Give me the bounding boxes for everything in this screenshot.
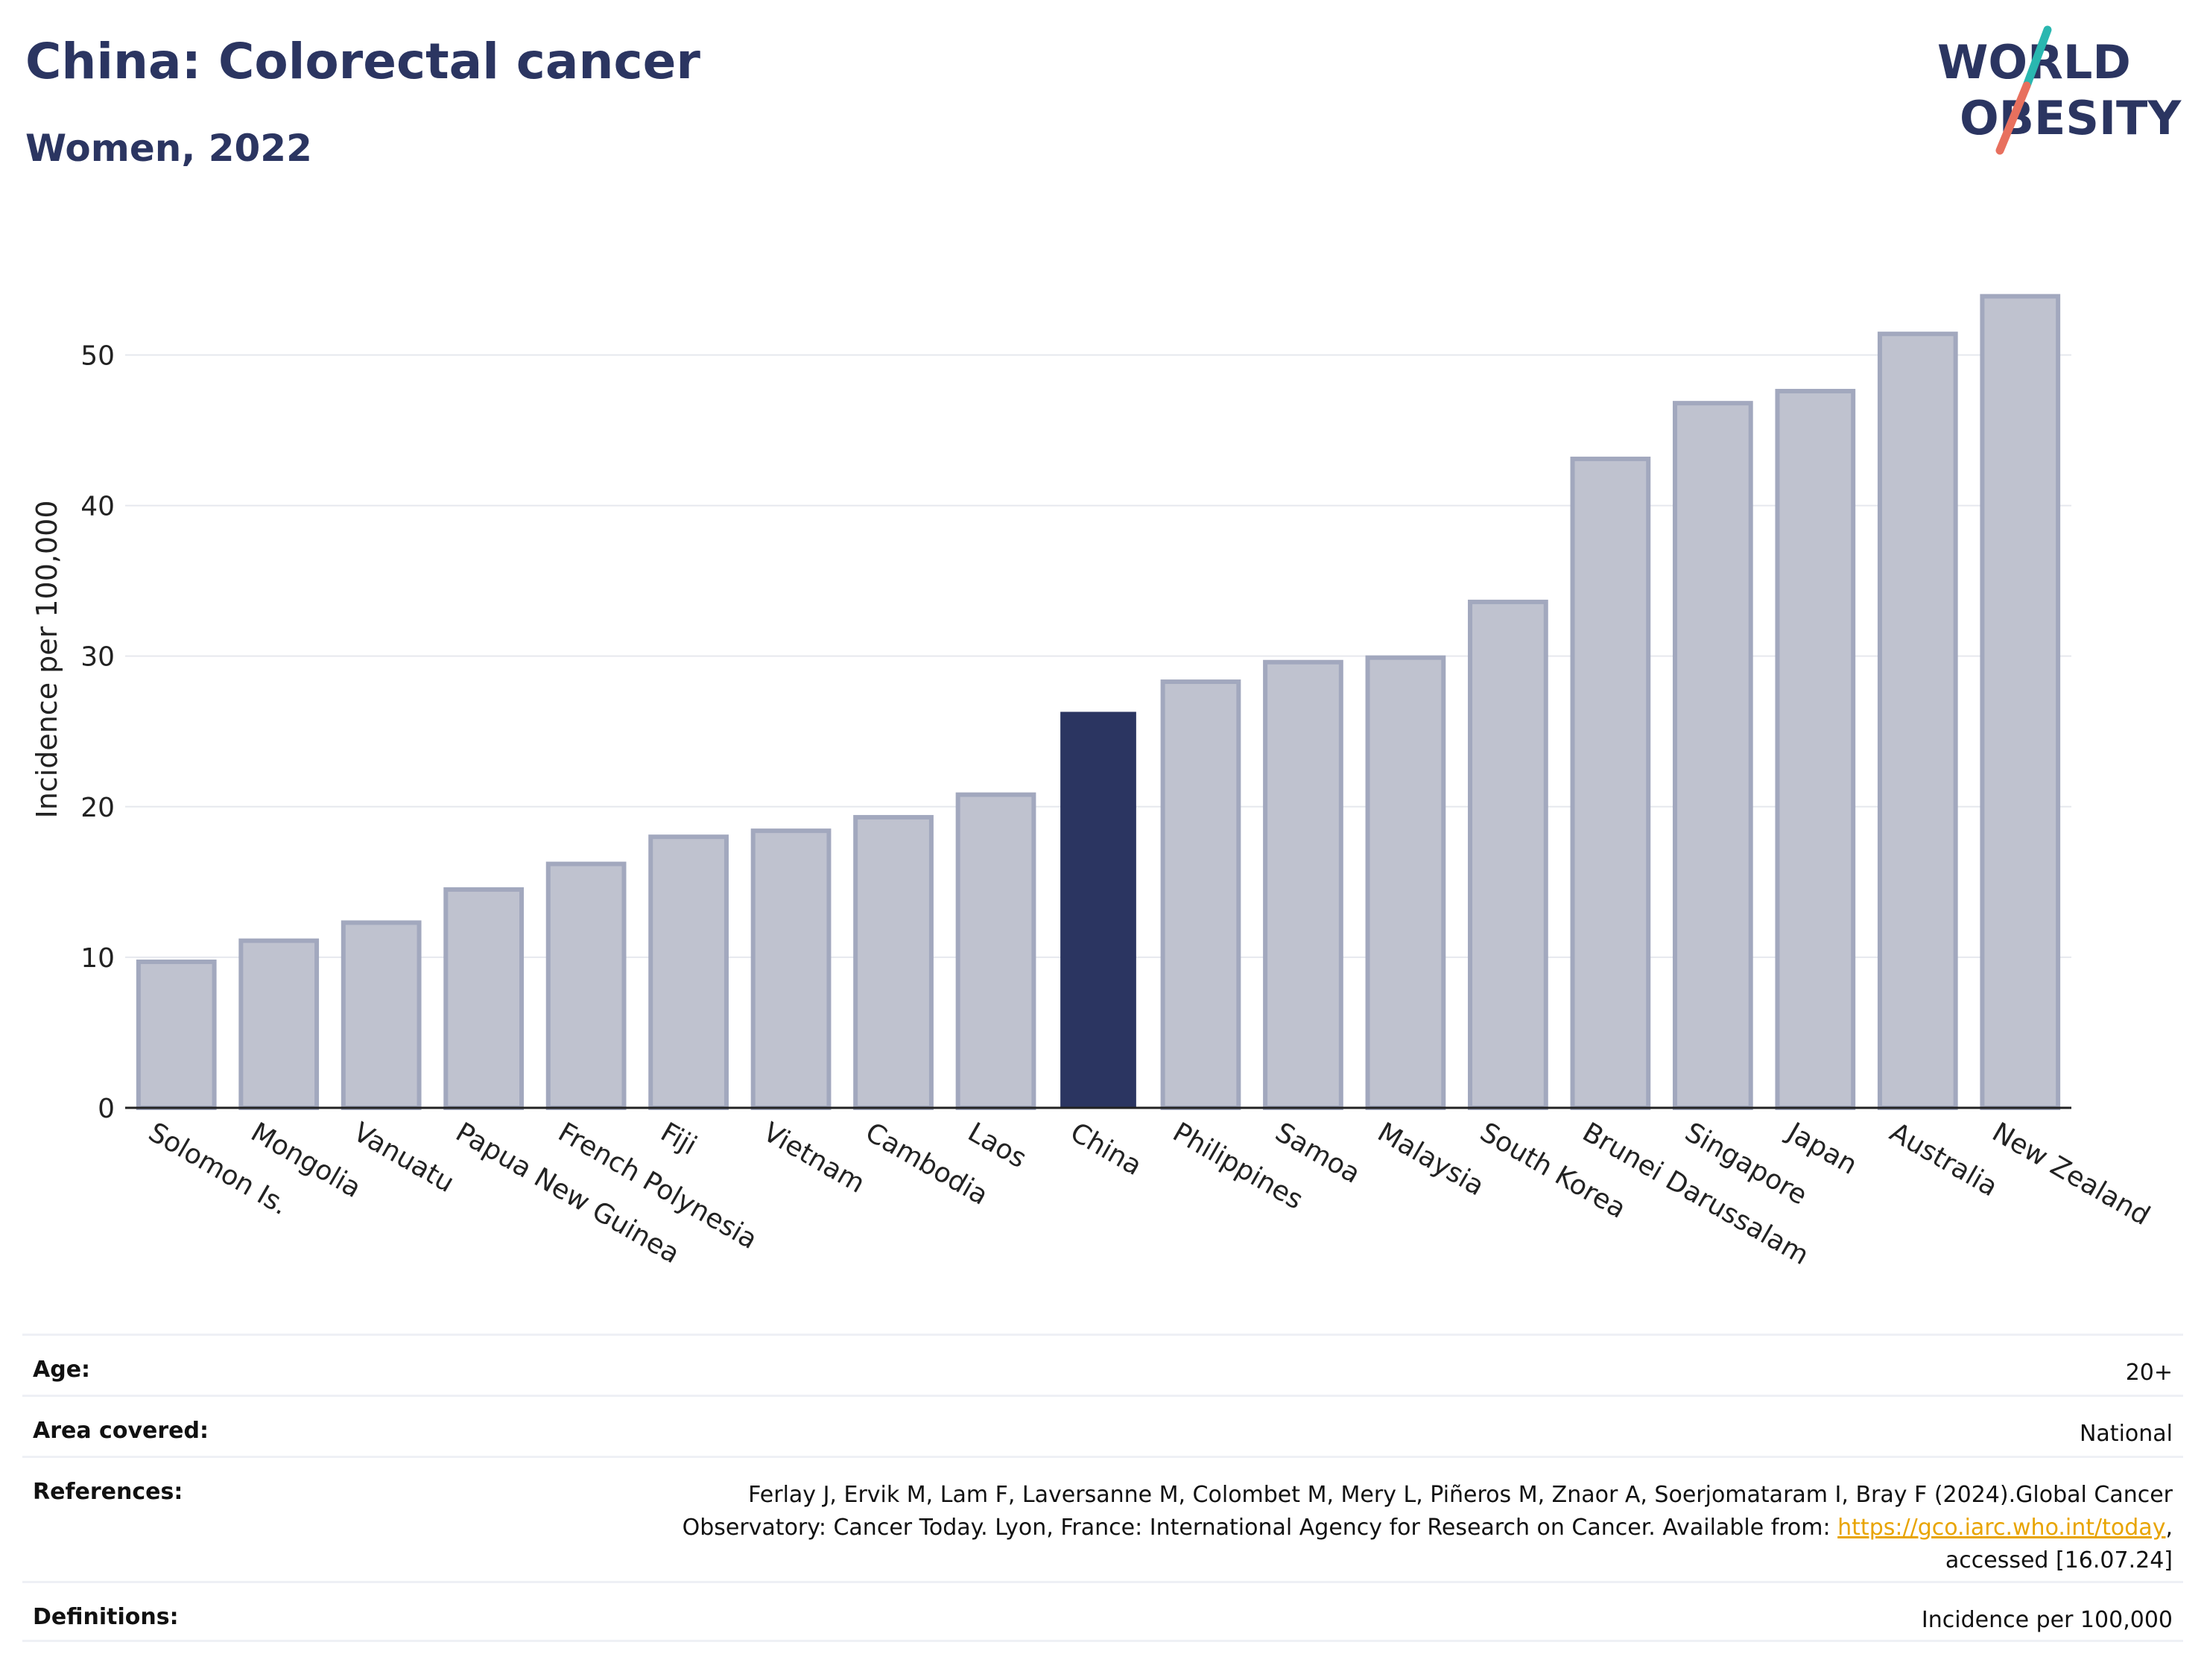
age-label: Age:: [33, 1357, 91, 1383]
bar-vietnam: [750, 828, 832, 1111]
bar-australia: [1877, 332, 1958, 1110]
references-line2-suffix: ,: [2165, 1515, 2173, 1541]
metadata-table: Age: 20+ Area covered: National Referenc…: [22, 1334, 2183, 1642]
bar-laos: [955, 792, 1036, 1111]
references-line3: accessed [16.07.24]: [1945, 1547, 2173, 1573]
meta-row-area: Area covered: National: [22, 1395, 2183, 1456]
definitions-label: Definitions:: [33, 1604, 179, 1630]
bars: [136, 294, 2061, 1111]
bar-papua-new-guinea: [443, 887, 525, 1111]
area-label: Area covered:: [33, 1418, 209, 1444]
bar-singapore: [1672, 401, 1753, 1110]
references-line2-prefix: Observatory: Cancer Today. Lyon, France:…: [682, 1515, 1838, 1541]
bar-samoa: [1263, 659, 1343, 1110]
bar-cambodia: [853, 814, 934, 1111]
world-obesity-logo: WORLD OBESITY: [1937, 25, 2182, 155]
x-tick-label: Japan: [1781, 1116, 1862, 1181]
bar-south-korea: [1468, 599, 1548, 1110]
y-tick-label: 20: [80, 793, 115, 823]
bar-brunei-darussalam: [1570, 456, 1651, 1110]
area-value: National: [2079, 1421, 2173, 1447]
chart-subtitle: Women, 2022: [25, 127, 312, 170]
references-value: Ferlay J, Ervik M, Lam F, Laversanne M, …: [683, 1479, 2173, 1577]
bar-malaysia: [1365, 655, 1446, 1110]
meta-row-definitions: Definitions: Incidence per 100,000: [22, 1581, 2183, 1642]
x-tick-label: China: [1065, 1117, 1147, 1182]
x-tick-label: Vietnam: [758, 1117, 870, 1199]
y-tick-label: 10: [80, 943, 115, 974]
references-link[interactable]: https://gco.iarc.who.int/today: [1837, 1515, 2166, 1541]
y-tick-label: 30: [80, 642, 115, 673]
x-tick-label: Laos: [963, 1117, 1031, 1174]
bar-french-polynesia: [545, 861, 627, 1110]
definitions-value: Incidence per 100,000: [1921, 1607, 2173, 1633]
bar-japan: [1775, 388, 1856, 1110]
meta-row-age: Age: 20+: [22, 1334, 2183, 1395]
x-tick-label: Vanuatu: [348, 1117, 459, 1199]
y-axis-label: Incidence per 100,000: [31, 500, 63, 818]
bar-solomon-is: [136, 959, 217, 1110]
bar-mongolia: [238, 938, 320, 1111]
x-tick-label: New Zealand: [1987, 1117, 2155, 1232]
age-value: 20+: [2125, 1360, 2173, 1386]
y-tick-label: 40: [80, 492, 115, 522]
logo-slash-coral: [1995, 81, 2031, 155]
references-line1: Ferlay J, Ervik M, Lam F, Laversanne M, …: [748, 1482, 2173, 1508]
logo-line2: OBESITY: [1960, 91, 2182, 145]
x-tick-label: Malaysia: [1372, 1117, 1489, 1202]
bar-fiji: [648, 834, 729, 1111]
y-tick-label: 0: [98, 1094, 115, 1124]
logo-slash-teal: [2022, 25, 2052, 90]
bar-new-zealand: [1980, 294, 2061, 1111]
y-tick-label: 50: [80, 340, 115, 371]
bar-philippines: [1160, 679, 1241, 1110]
references-label: References:: [33, 1479, 183, 1505]
meta-row-references: References: Ferlay J, Ervik M, Lam F, La…: [22, 1456, 2183, 1581]
x-tick-label: Fiji: [656, 1117, 702, 1161]
bar-vanuatu: [341, 920, 422, 1110]
x-tick-label: Australia: [1884, 1117, 2002, 1202]
chart-title: China: Colorectal cancer: [25, 33, 700, 90]
bar-china: [1060, 711, 1136, 1108]
